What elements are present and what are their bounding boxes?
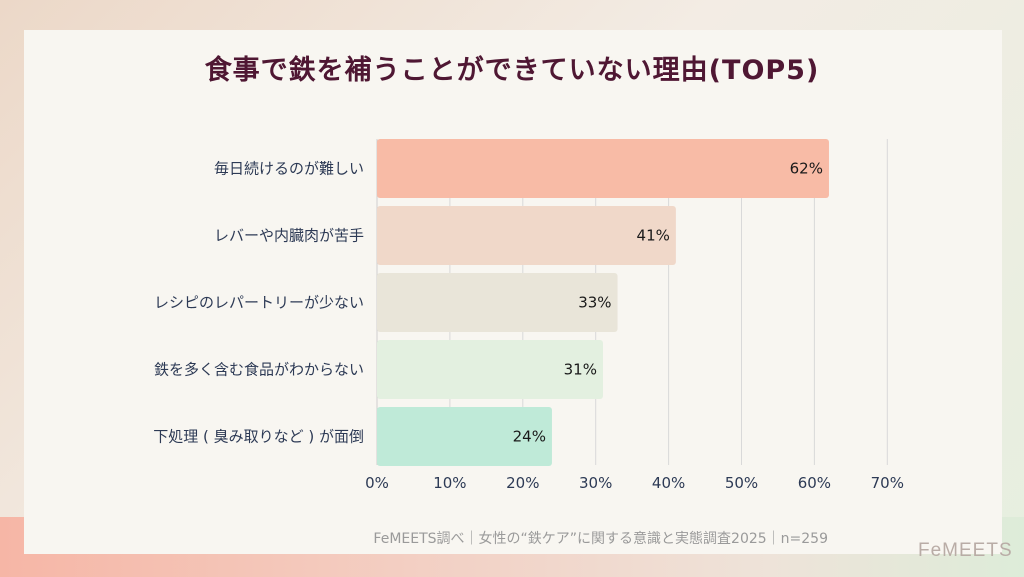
bar bbox=[377, 139, 829, 198]
chart-title: 食事で鉄を補うことができていない理由(TOP5) bbox=[204, 55, 820, 86]
bar bbox=[377, 340, 603, 399]
x-tick-label: 70% bbox=[871, 474, 904, 492]
value-label: 31% bbox=[564, 361, 597, 379]
x-tick-label: 60% bbox=[798, 474, 831, 492]
x-tick-label: 20% bbox=[506, 474, 539, 492]
category-label: 毎日続けるのが難しい bbox=[214, 160, 364, 178]
source-note: FeMEETS調べ｜女性の“鉄ケア”に関する意識と実態調査2025｜n=259 bbox=[373, 531, 828, 547]
category-label: レバーや内臓肉が苦手 bbox=[214, 227, 364, 245]
bar bbox=[377, 206, 676, 265]
category-label: 鉄を多く含む食品がわからない bbox=[154, 361, 364, 379]
x-tick-label: 40% bbox=[652, 474, 685, 492]
value-label: 41% bbox=[637, 227, 670, 245]
category-label: 下処理 ( 臭み取りなど ) が面倒 bbox=[153, 428, 364, 446]
x-tick-label: 30% bbox=[579, 474, 612, 492]
value-label: 62% bbox=[790, 160, 823, 178]
bar bbox=[377, 273, 618, 332]
x-tick-label: 10% bbox=[433, 474, 466, 492]
value-label: 24% bbox=[513, 428, 546, 446]
x-tick-label: 0% bbox=[365, 474, 389, 492]
bar bbox=[377, 407, 552, 466]
x-tick-label: 50% bbox=[725, 474, 758, 492]
brand-logo: FeMEETS bbox=[918, 540, 1013, 561]
value-label: 33% bbox=[578, 294, 611, 312]
category-label: レシピのレパートリーが少ない bbox=[154, 294, 364, 312]
